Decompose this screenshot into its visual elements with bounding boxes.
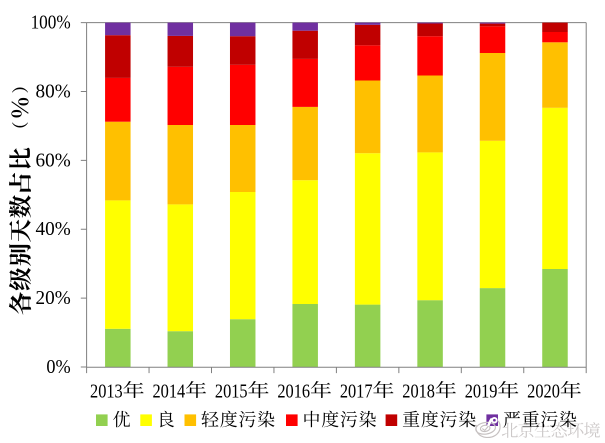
svg-text:2015: 2015	[215, 380, 248, 402]
svg-text:80%: 80%	[36, 81, 71, 102]
svg-text:2016: 2016	[277, 380, 310, 402]
svg-text:20%: 20%	[36, 288, 71, 309]
svg-text:2018: 2018	[402, 380, 435, 402]
svg-text:40%: 40%	[36, 219, 71, 240]
svg-text:2017: 2017	[340, 380, 373, 402]
svg-text:100%: 100%	[31, 13, 71, 34]
svg-text:2013: 2013	[90, 380, 123, 402]
svg-text:2020: 2020	[527, 380, 560, 402]
svg-text:2019: 2019	[465, 380, 498, 402]
svg-text:0%: 0%	[46, 357, 70, 378]
svg-text:2014: 2014	[152, 380, 185, 402]
svg-text:60%: 60%	[36, 150, 71, 171]
